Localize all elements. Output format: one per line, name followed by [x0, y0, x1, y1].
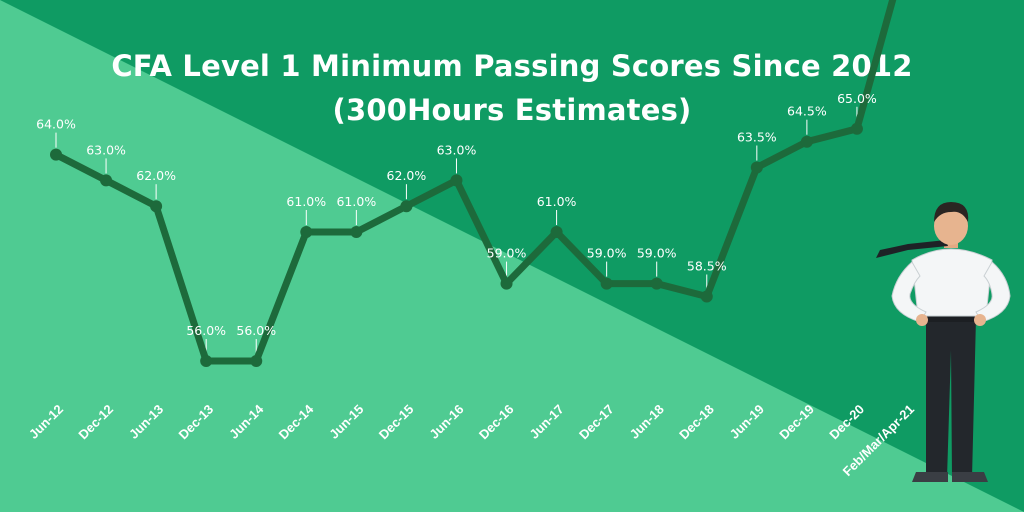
- data-label: 56.0%: [236, 323, 276, 338]
- person-hand-left: [916, 314, 928, 326]
- data-label: 65.0%: [837, 91, 877, 106]
- x-tick-label: Jun-16: [426, 402, 466, 442]
- data-label: 63.0%: [437, 142, 477, 157]
- data-point: [350, 226, 363, 238]
- x-tick-label: Jun-12: [26, 402, 66, 442]
- data-point: [300, 226, 313, 238]
- x-tick-label: Jun-19: [727, 402, 767, 442]
- person-tie: [876, 240, 948, 258]
- x-tick-label: Jun-18: [627, 402, 667, 442]
- series-line: [52, 0, 897, 365]
- data-point: [700, 290, 713, 303]
- data-point: [800, 135, 813, 148]
- person-trousers: [926, 318, 976, 478]
- data-point: [450, 174, 463, 187]
- data-point: [400, 200, 413, 213]
- chart-title-line-2: (300Hours Estimates): [332, 93, 692, 127]
- data-label: 59.0%: [487, 246, 527, 261]
- x-tick-label: Jun-13: [126, 402, 166, 442]
- data-labels: 64.0% 63.0% 62.0% 56.0% 56.0% 61.0% 61.0% 62.0%…: [36, 91, 877, 338]
- data-label: 63.5%: [737, 130, 777, 145]
- chart-title-line-1: CFA Level 1 Minimum Passing Scores Since…: [111, 49, 913, 83]
- x-tick-label: Jun-14: [226, 401, 267, 442]
- data-point: [850, 122, 863, 135]
- person-belt: [925, 312, 977, 322]
- data-label: 61.0%: [336, 194, 376, 209]
- person-head: [934, 207, 968, 245]
- person-arm-left: [891, 261, 927, 323]
- x-tick-label: Dec-12: [75, 402, 116, 443]
- data-label: 58.5%: [687, 259, 727, 274]
- data-label: 59.0%: [637, 246, 677, 261]
- data-point: [550, 226, 563, 238]
- data-point: [750, 161, 763, 174]
- person-hair: [934, 202, 969, 222]
- x-tick-label: Dec-13: [176, 402, 217, 443]
- data-point: [250, 355, 263, 367]
- person-arm-right: [975, 261, 1011, 323]
- x-tick-label: Dec-15: [376, 402, 417, 443]
- data-point: [200, 355, 213, 367]
- data-label: 61.0%: [286, 194, 326, 209]
- x-tick-label: Dec-16: [476, 402, 517, 443]
- person-illustration: [876, 202, 1011, 482]
- x-tick-label: Dec-18: [676, 402, 717, 443]
- data-label: 64.0%: [36, 117, 76, 132]
- x-tick-label: Dec-19: [776, 402, 817, 443]
- data-label: 59.0%: [587, 246, 627, 261]
- x-axis-labels: Jun-12 Dec-12 Jun-13 Dec-13 Jun-14 Dec-14 Jun-…: [26, 401, 917, 479]
- data-label: 56.0%: [186, 323, 226, 338]
- data-points: [50, 122, 863, 367]
- x-tick-label: Dec-20: [826, 402, 867, 443]
- data-point: [650, 277, 663, 290]
- data-label: 62.0%: [387, 168, 427, 183]
- person-shirt: [911, 248, 993, 317]
- data-label: 62.0%: [136, 168, 176, 183]
- data-point: [150, 200, 163, 213]
- person-hand-right: [974, 314, 986, 326]
- data-point: [500, 277, 513, 290]
- data-label: 64.5%: [787, 104, 827, 119]
- x-tick-label: Jun-15: [326, 402, 366, 442]
- x-tick-label: Dec-14: [276, 401, 317, 442]
- person-shoe-left: [912, 472, 948, 482]
- data-point: [100, 174, 113, 187]
- label-connectors: [55, 106, 858, 354]
- x-tick-label: Dec-17: [576, 402, 617, 443]
- data-point: [50, 148, 62, 161]
- person-shoe-right: [952, 472, 988, 482]
- x-tick-label: Jun-17: [526, 402, 566, 442]
- data-label: 61.0%: [537, 194, 577, 209]
- data-point: [600, 277, 613, 290]
- data-label: 63.0%: [86, 142, 126, 157]
